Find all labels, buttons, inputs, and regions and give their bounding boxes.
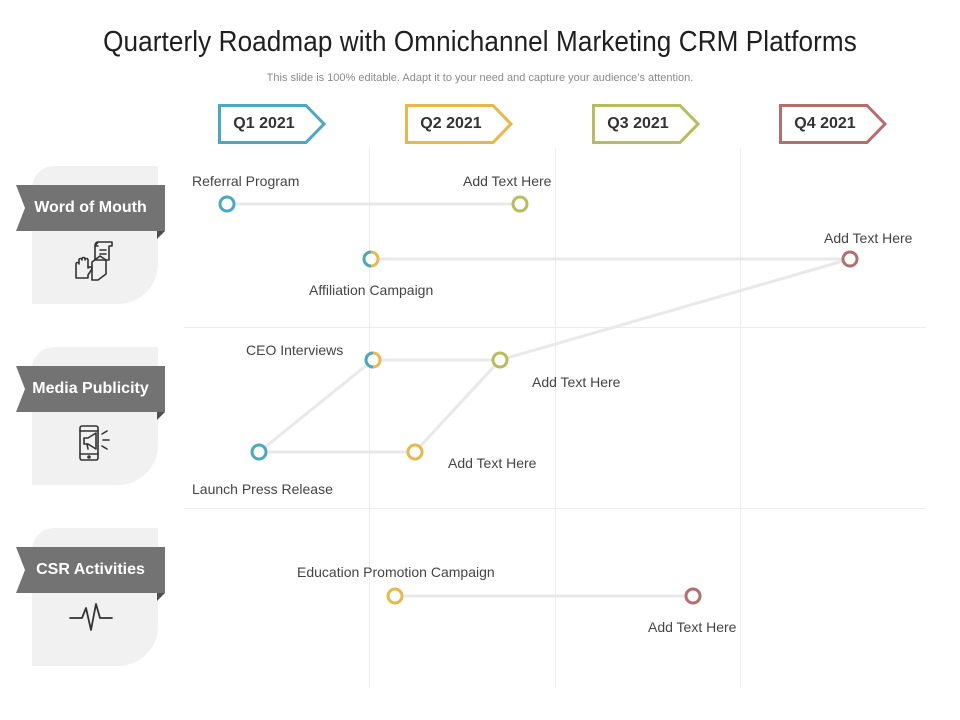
- quarter-arrow-q1: [218, 104, 327, 144]
- grid-vline-q1-q2: [369, 148, 370, 688]
- label-referral-program: Referral Program: [192, 173, 300, 189]
- marker-ceo-accent: [364, 351, 374, 369]
- label-ceo-interviews: CEO Interviews: [246, 342, 344, 358]
- ribbon-notch: [16, 547, 25, 593]
- ribbon-fold: [157, 412, 165, 420]
- quarter-arrow-q3: [592, 104, 701, 144]
- hand-with-scroll-icon: [72, 238, 118, 289]
- grid-hline-2: [184, 508, 926, 509]
- label-add-text-4: Add Text Here: [448, 455, 537, 471]
- ribbon-notch: [16, 185, 25, 231]
- marker-add-text-2: [841, 250, 859, 268]
- connector-media-to-q4: [499, 257, 851, 362]
- quarter-arrow-q2: [405, 104, 514, 144]
- quarter-label-q3: Q3 2021: [607, 115, 669, 132]
- label-launch-press-release: Launch Press Release: [192, 481, 333, 497]
- connector-press-to-ceo: [258, 358, 374, 454]
- label-add-text-1: Add Text Here: [463, 173, 552, 189]
- quarter-arrow-q4: [779, 104, 888, 144]
- grid-vline-q2-q3: [555, 148, 556, 688]
- label-affiliation-campaign: Affiliation Campaign: [309, 282, 434, 298]
- grid-vline-q3-q4: [740, 148, 741, 688]
- label-add-text-5: Add Text Here: [648, 619, 737, 635]
- marker-add-text-1: [511, 195, 529, 213]
- category-label-csr-activities: CSR Activities: [36, 561, 145, 578]
- category-ribbon-csr-activities: CSR Activities: [16, 547, 165, 601]
- quarter-label-q4: Q4 2021: [794, 115, 856, 132]
- category-ribbon-word-of-mouth: Word of Mouth: [16, 185, 165, 239]
- quarter-label-q1: Q1 2021: [233, 115, 295, 132]
- marker-add-text-5: [684, 587, 702, 605]
- marker-launch-press-release: [250, 443, 268, 461]
- label-education-promotion-campaign: Education Promotion Campaign: [297, 564, 495, 580]
- connector-q2-to-q2b: [413, 358, 502, 454]
- marker-add-text-4: [406, 443, 424, 461]
- label-add-text-2: Add Text Here: [824, 230, 913, 246]
- category-label-word-of-mouth: Word of Mouth: [34, 199, 147, 216]
- marker-add-text-3: [491, 351, 509, 369]
- category-label-media-publicity: Media Publicity: [32, 380, 149, 397]
- label-add-text-3: Add Text Here: [532, 374, 621, 390]
- ribbon-fold: [157, 231, 165, 239]
- phone-megaphone-icon: [74, 422, 116, 469]
- page-title: Quarterly Roadmap with Omnichannel Marke…: [103, 26, 857, 58]
- category-ribbon-media-publicity: Media Publicity: [16, 366, 165, 420]
- page-subtitle: This slide is 100% editable. Adapt it to…: [266, 72, 694, 84]
- ribbon-fold: [157, 593, 165, 601]
- heartbeat-pulse-icon: [68, 600, 114, 641]
- marker-referral-program: [218, 195, 236, 213]
- marker-education-promotion: [386, 587, 404, 605]
- grid-hline-1: [184, 327, 926, 328]
- marker-affiliation-accent: [362, 250, 372, 268]
- ribbon-notch: [16, 366, 25, 412]
- quarter-label-q2: Q2 2021: [420, 115, 482, 132]
